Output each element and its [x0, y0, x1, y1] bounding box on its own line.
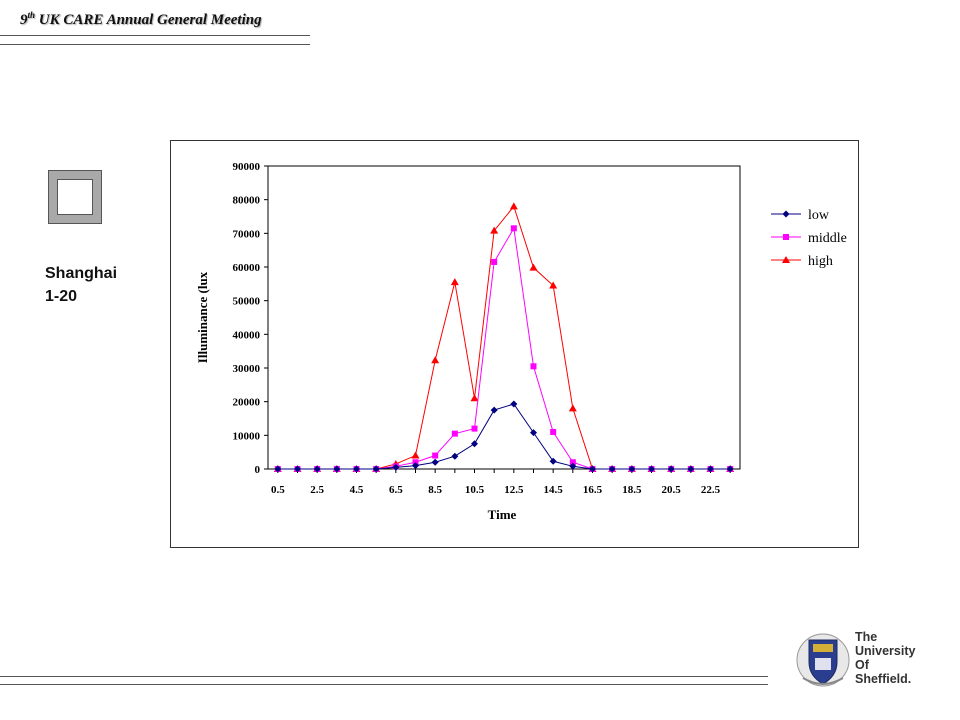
data-point-high [568, 404, 577, 412]
x-tick-label: 20.5 [662, 484, 682, 496]
data-point-middle [491, 258, 498, 265]
x-axis-label: Time [488, 507, 517, 522]
data-point-low [569, 462, 577, 470]
data-point-high [509, 202, 518, 210]
footer-rule-bottom [0, 684, 768, 685]
data-point-high [470, 394, 479, 402]
plot-area [267, 165, 741, 470]
data-point-low [530, 429, 537, 437]
x-tick-label: 6.5 [389, 484, 403, 496]
header-title-superscript: th [27, 10, 36, 20]
header-title: 9th UK CARE Annual General Meeting [20, 10, 262, 29]
x-tick-label: 0.5 [271, 484, 285, 496]
x-tick-label: 2.5 [310, 484, 324, 496]
university-crest-icon [796, 633, 850, 687]
y-tick-label: 30000 [233, 363, 261, 375]
university-name-line2: University [855, 644, 916, 658]
data-point-low [726, 465, 734, 473]
data-point-high [431, 356, 440, 364]
data-point-low [549, 457, 557, 465]
legend-marker-low [782, 210, 790, 218]
data-point-low [510, 400, 518, 408]
data-point-middle [432, 452, 439, 459]
x-tick-label: 22.5 [701, 484, 721, 496]
y-tick-label: 80000 [233, 195, 261, 207]
data-point-low [667, 465, 675, 473]
university-name-line4: Sheffield. [855, 672, 912, 686]
legend-label-middle: middle [808, 231, 847, 246]
data-point-low [490, 406, 498, 414]
data-point-low [431, 458, 439, 466]
data-point-low [707, 465, 714, 473]
data-point-middle [569, 459, 576, 466]
university-name-line1: The [855, 630, 878, 644]
y-tick-label: 0 [255, 464, 261, 476]
x-tick-label: 8.5 [428, 484, 442, 496]
y-tick-label: 70000 [233, 228, 261, 240]
data-point-low [589, 465, 596, 473]
university-logo: The University Of Sheffield. [795, 628, 925, 692]
header-title-number: 9 [20, 12, 28, 28]
data-point-middle [510, 225, 517, 232]
university-name-line3: Of [855, 658, 869, 672]
location-name: Shanghai [45, 265, 118, 282]
x-tick-label: 18.5 [622, 484, 642, 496]
x-tick-label: 12.5 [504, 484, 524, 496]
decorative-square-icon [48, 170, 102, 224]
x-tick-label: 10.5 [465, 484, 485, 496]
data-point-low [294, 465, 301, 473]
x-tick-label: 14.5 [544, 484, 564, 496]
y-tick-label: 60000 [233, 262, 261, 274]
data-point-low [372, 465, 380, 473]
data-point-middle [530, 363, 537, 370]
data-point-high [549, 281, 558, 289]
data-point-middle [451, 430, 458, 437]
data-point-middle [471, 425, 478, 432]
data-point-low [687, 465, 695, 473]
location-range: 1-20 [45, 288, 78, 305]
data-point-low [392, 463, 400, 471]
legend-label-low: low [808, 208, 830, 223]
legend-label-high: high [808, 254, 833, 269]
data-point-high [529, 263, 538, 271]
data-point-low [274, 465, 282, 473]
data-point-low [412, 462, 419, 470]
data-point-high [411, 451, 420, 459]
x-tick-label: 16.5 [583, 484, 603, 496]
y-axis-label: Illuminance (lux [195, 271, 210, 363]
data-point-low [628, 465, 636, 473]
legend-marker-middle [783, 234, 789, 240]
y-tick-label: 20000 [233, 397, 261, 409]
header-rule-bottom [0, 44, 310, 45]
y-tick-label: 50000 [233, 296, 261, 308]
location-label: Shanghai 1-20 [45, 262, 117, 308]
data-point-low [608, 465, 616, 473]
data-point-low [471, 440, 478, 448]
header-rule-top [0, 35, 310, 36]
university-name: The University Of Sheffield. [855, 630, 915, 686]
data-point-middle [550, 428, 557, 435]
decorative-square-inner [57, 179, 93, 215]
data-point-low [353, 465, 360, 473]
data-point-low [451, 452, 459, 460]
y-tick-label: 90000 [233, 161, 261, 173]
footer-rule-top [0, 676, 768, 677]
data-point-low [333, 465, 341, 473]
data-point-low [313, 465, 321, 473]
y-tick-label: 40000 [233, 329, 261, 341]
data-point-low [648, 465, 655, 473]
illuminance-line-chart: 0 10000 20000 30000 40000 50000 60000 70000 8000… [195, 161, 847, 522]
data-point-high [450, 278, 459, 286]
chart-frame: 0 10000 20000 30000 40000 50000 60000 70000 8000… [170, 140, 859, 548]
y-tick-label: 10000 [233, 430, 261, 442]
header-title-text: UK CARE Annual General Meeting [38, 12, 262, 28]
data-point-high [490, 226, 499, 234]
x-tick-label: 4.5 [350, 484, 364, 496]
legend-marker-high [782, 256, 790, 263]
